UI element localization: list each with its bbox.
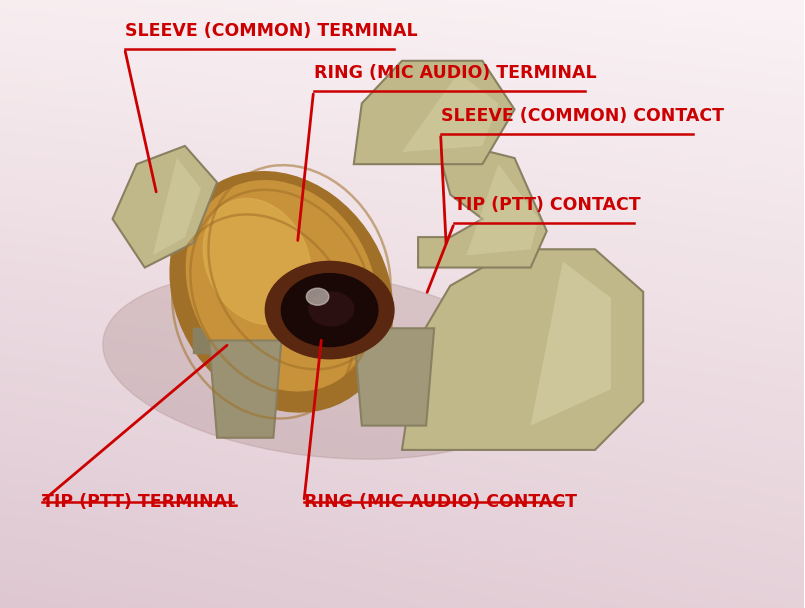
Ellipse shape <box>186 181 377 391</box>
Circle shape <box>266 261 394 359</box>
Ellipse shape <box>203 198 312 325</box>
Polygon shape <box>153 158 201 255</box>
Ellipse shape <box>103 271 540 459</box>
Text: RING (MIC AUDIO) TERMINAL: RING (MIC AUDIO) TERMINAL <box>314 64 597 82</box>
Polygon shape <box>418 146 547 268</box>
Text: TIP (PTT) CONTACT: TIP (PTT) CONTACT <box>454 196 641 214</box>
Polygon shape <box>353 328 434 426</box>
Circle shape <box>309 292 353 326</box>
Circle shape <box>282 274 378 347</box>
Polygon shape <box>113 146 217 268</box>
Polygon shape <box>353 61 514 164</box>
Polygon shape <box>402 73 498 152</box>
Polygon shape <box>466 164 539 255</box>
Text: RING (MIC AUDIO) CONTACT: RING (MIC AUDIO) CONTACT <box>304 492 577 511</box>
Polygon shape <box>530 261 611 426</box>
Text: SLEEVE (COMMON) CONTACT: SLEEVE (COMMON) CONTACT <box>440 106 724 125</box>
Polygon shape <box>209 340 282 438</box>
Text: TIP (PTT) TERMINAL: TIP (PTT) TERMINAL <box>42 492 238 511</box>
Ellipse shape <box>170 171 393 412</box>
Circle shape <box>307 288 328 305</box>
Polygon shape <box>402 249 643 450</box>
Polygon shape <box>193 328 450 353</box>
Text: SLEEVE (COMMON) TERMINAL: SLEEVE (COMMON) TERMINAL <box>125 21 417 40</box>
